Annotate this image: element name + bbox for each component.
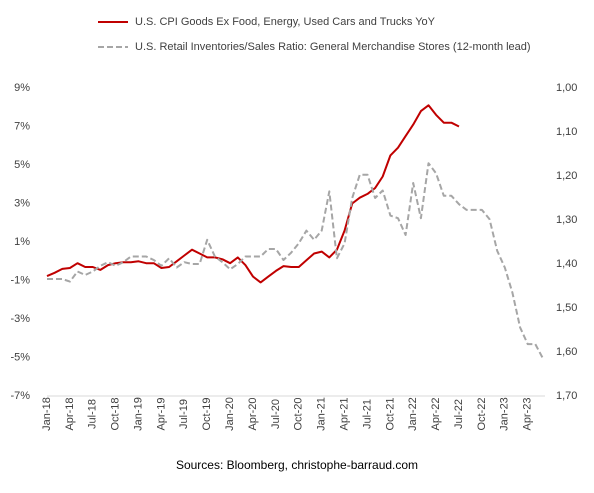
legend-label: U.S. Retail Inventories/Sales Ratio: Gen… — [135, 41, 531, 53]
y2-tick-label: 1,50 — [556, 302, 577, 314]
x-tick-label: Jul-21 — [361, 399, 373, 429]
y2-tick-label: 1,00 — [556, 82, 577, 94]
y-tick-label: 9% — [14, 82, 30, 94]
x-tick-label: Apr-22 — [430, 397, 442, 430]
x-tick-label: Apr-20 — [247, 397, 259, 430]
x-tick-label: Oct-22 — [476, 397, 488, 430]
y-tick-label: 1% — [14, 236, 30, 248]
y-tick-label: -5% — [10, 351, 30, 363]
y2-tick-label: 1,60 — [556, 346, 577, 358]
x-tick-label: Apr-21 — [338, 397, 350, 430]
x-tick-label: Oct-18 — [110, 397, 122, 430]
y2-tick-label: 1,30 — [556, 214, 577, 226]
source: Sources: Bloomberg, christophe-barraud.c… — [176, 458, 418, 472]
series-line — [46, 104, 460, 284]
y-tick-label: 3% — [14, 197, 30, 209]
y-tick-label: -3% — [10, 313, 30, 325]
x-tick-label: Jul-18 — [87, 399, 99, 429]
x-tick-label: Jan-19 — [132, 397, 144, 431]
series-line — [47, 162, 544, 360]
x-tick-label: Oct-21 — [384, 397, 396, 430]
x-tick-label: Oct-19 — [201, 397, 213, 430]
x-tick-label: Jul-22 — [453, 399, 465, 429]
y-tick-label: 5% — [14, 159, 30, 171]
x-tick-label: Apr-23 — [522, 397, 534, 430]
legend-label: U.S. CPI Goods Ex Food, Energy, Used Car… — [135, 16, 436, 28]
x-tick-label: Jul-19 — [178, 399, 190, 429]
y-tick-label: 7% — [14, 120, 30, 132]
x-tick-label: Jan-18 — [41, 397, 53, 431]
y2-tick-label: 1,40 — [556, 258, 577, 270]
x-tick-label: Oct-20 — [293, 397, 305, 430]
y-tick-label: -7% — [10, 390, 30, 402]
x-tick-label: Apr-18 — [64, 397, 76, 430]
x-tick-label: Jan-22 — [407, 397, 419, 431]
y-tick-label: -1% — [10, 274, 30, 286]
y2-tick-label: 1,70 — [556, 390, 577, 402]
x-tick-label: Jan-20 — [224, 397, 236, 431]
x-tick-label: Jan-21 — [316, 397, 328, 431]
y2-tick-label: 1,10 — [556, 126, 577, 138]
y2-tick-label: 1,20 — [556, 170, 577, 182]
x-tick-label: Apr-19 — [155, 397, 167, 430]
x-tick-label: Jul-20 — [270, 399, 282, 429]
x-tick-label: Jan-23 — [499, 397, 511, 431]
